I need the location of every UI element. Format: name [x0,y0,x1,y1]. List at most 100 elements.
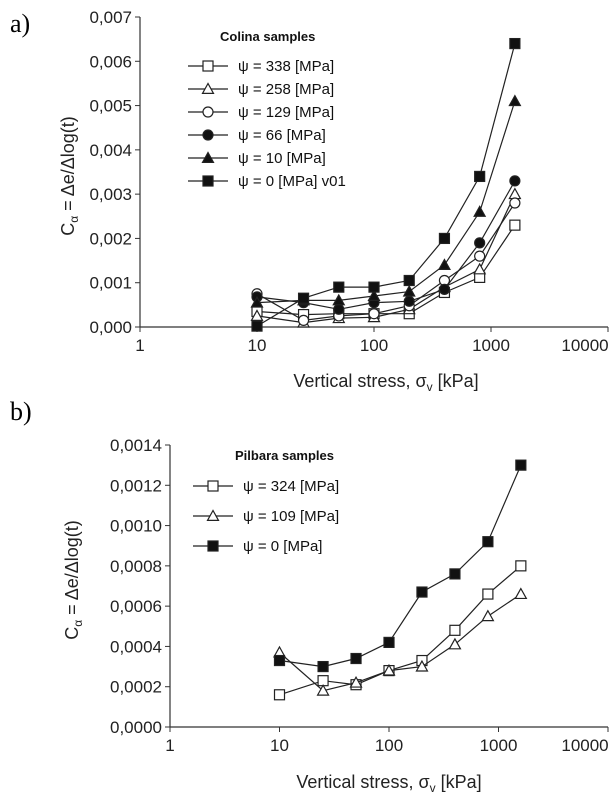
panel-label-b: b) [10,397,32,426]
x-axis-title-b-sub: v [430,781,436,795]
data-point-b-3 [317,660,329,673]
data-point-b-1 [449,624,461,636]
data-point-b-3 [515,459,527,471]
y-axis-title-a: Cα = Δe/Δlog(t) [58,116,81,236]
x-axis-title-a-main: Vertical stress, σ [293,371,426,391]
legend-entry-b-1: ψ = 324 [MPa] [243,478,339,495]
data-point-a-6 [438,232,451,245]
data-point-b-3 [273,654,286,667]
x-axis-title-a-unit: [kPa] [433,371,479,391]
data-point-a-5 [437,258,451,270]
series-b-3 [273,459,527,673]
data-point-b-1 [273,689,286,701]
legend-marker-b-3 [207,540,219,552]
data-point-a-4 [333,303,345,315]
data-point-a-3 [509,197,521,209]
y-tick-label-b: 0,0014 [110,436,162,455]
y-axis-title-a-main: C [58,223,78,236]
data-point-a-4 [509,175,521,187]
x-axis-title-b-unit: [kPa] [436,772,482,792]
data-point-a-2 [250,309,264,321]
legend-marker-a-1 [202,60,214,72]
x-tick-label-b: 1 [165,736,174,755]
y-tick-label-a: 0,003 [89,185,132,204]
series-line-b-3 [279,464,522,668]
chart-panel-b: b) 1 10 100 1000 10000 0,0000 0,0002 0,0004 0,00… [10,397,609,795]
data-point-a-2 [473,262,487,275]
y-tick-label-a: 0,002 [89,229,132,248]
y-tick-label-a: 0,007 [89,8,132,27]
data-point-a-5 [473,205,487,217]
data-point-b-2 [382,663,396,676]
data-point-b-3 [449,568,461,580]
y-tick-label-a: 0,006 [89,52,132,71]
data-point-a-2 [508,187,522,200]
data-point-b-3 [482,536,494,548]
y-tick-label-a: 0,000 [89,318,132,337]
series-a-3 [251,197,521,326]
data-point-b-2 [448,637,462,650]
legend-entry-a-3: ψ = 129 [MPa] [238,104,334,121]
x-tick-label-b: 100 [375,736,403,755]
y-tick-label-a: 0,005 [89,97,132,116]
y-tick-label-a: 0,001 [89,274,132,293]
data-point-b-2 [514,587,528,600]
y-tick-label-b: 0,0002 [110,678,162,697]
x-tick-label-b: 1000 [480,736,518,755]
data-point-a-5 [508,94,522,107]
data-point-a-6 [509,37,521,50]
series-line-b-1 [279,565,522,696]
legend-title-a: Colina samples [220,29,315,44]
data-point-a-6 [333,281,345,293]
y-axis-title-b-rest: = Δe/Δlog(t) [62,520,82,620]
data-point-b-2 [349,675,363,688]
data-point-a-5 [332,293,346,306]
plot-area-a: 1 10 100 1000 10000 0,000 0,001 0,002 0,003 0,004… [89,8,608,355]
legend-entry-a-1: ψ = 338 [MPa] [238,58,334,75]
legend-entry-a-6: ψ = 0 [MPa] v01 [238,173,346,190]
series-a-6 [251,37,521,332]
legend-marker-a-2 [201,82,215,95]
x-axis-title-a: Vertical stress, σv [kPa] [293,371,478,394]
data-point-b-1 [515,560,527,572]
x-axis-title-a-sub: v [427,380,433,394]
data-point-a-3 [368,308,380,320]
x-tick-label-a: 10000 [561,336,608,355]
series-line-a-2 [256,193,516,324]
y-axis-title-a-rest: = Δe/Δlog(t) [58,116,78,216]
series-line-a-3 [256,202,516,322]
series-line-a-5 [256,100,516,304]
x-axis-title-b: Vertical stress, σv [kPa] [296,772,481,795]
legend-title-b: Pilbara samples [235,448,334,463]
series-a-4 [251,175,521,315]
y-tick-label-b: 0,0008 [110,557,162,576]
series-b-2 [272,587,528,696]
legend-marker-a-4 [202,129,214,141]
series-line-a-6 [256,43,516,327]
x-tick-label-a: 100 [360,336,388,355]
data-point-a-6 [251,320,263,332]
y-tick-label-b: 0,0006 [110,597,162,616]
data-point-a-4 [438,283,451,295]
y-tick-label-b: 0,0000 [110,718,162,737]
legend-entry-a-4: ψ = 66 [MPa] [238,127,326,144]
x-tick-label-a: 1 [135,336,144,355]
series-line-a-4 [256,180,516,310]
data-point-b-2 [481,609,495,622]
data-point-a-6 [474,170,486,183]
data-point-a-4 [474,237,486,249]
y-tick-label-b: 0,0004 [110,637,162,656]
legend-marker-a-6 [202,175,214,187]
legend-entry-a-2: ψ = 258 [MPa] [238,81,334,98]
panel-label-a: a) [10,9,30,38]
data-point-a-4 [403,295,415,307]
data-point-a-3 [474,250,486,262]
legend-marker-a-5 [201,151,215,163]
data-point-a-6 [403,274,415,287]
y-tick-label-b: 0,0010 [110,517,162,536]
data-point-a-5 [402,284,416,297]
legend-a: Colina samples ψ = 338 [MPa] ψ = 258 [MPa]… [188,29,346,190]
y-tick-label-b: 0,0012 [110,476,162,495]
data-point-a-5 [250,295,264,308]
data-point-b-1 [482,588,494,600]
